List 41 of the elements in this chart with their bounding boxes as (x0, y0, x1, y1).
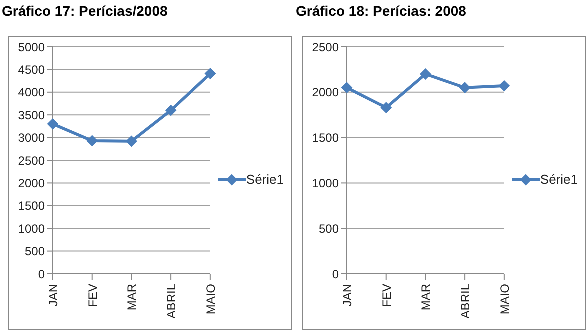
point (126, 136, 138, 147)
point (204, 68, 216, 80)
legend-label: Série1 (246, 172, 284, 187)
point (86, 135, 98, 146)
y-tick-label: 2000 (312, 86, 340, 100)
y-tick-label: 500 (318, 222, 340, 236)
x-tick-label: FEV (380, 284, 394, 308)
point (342, 82, 352, 94)
y-tick-label: 2500 (312, 40, 340, 54)
x-tick-label: ABRIL (164, 284, 179, 319)
point (166, 105, 177, 116)
x-tick-label: MAIO (498, 284, 512, 315)
x-tick-label: JAN (340, 284, 355, 307)
point (380, 102, 392, 114)
point (460, 82, 471, 94)
y-tick-label: 0 (38, 267, 46, 282)
y-tick-label: 3000 (18, 131, 46, 146)
x-tick-label: JAN (46, 284, 61, 307)
y-tick-label: 1000 (312, 176, 340, 190)
point (420, 68, 432, 80)
point (498, 80, 510, 92)
x-tick-label: MAR (419, 284, 434, 311)
chart-title: Gráfico 18: Perícias: 2008 (296, 3, 466, 19)
y-tick-label: 2000 (18, 176, 46, 190)
point (48, 118, 58, 130)
y-tick-label: 4000 (18, 86, 46, 100)
x-tick-label: FEV (86, 284, 100, 308)
y-tick-label: 4500 (18, 62, 46, 77)
legend-label: Série1 (540, 172, 578, 187)
x-tick-label: MAR (125, 284, 140, 311)
y-tick-label: 500 (24, 244, 46, 259)
chart-title: Gráfico 17: Perícias/2008 (2, 3, 168, 19)
y-tick-label: 5000 (18, 40, 46, 54)
y-tick-label: 2500 (18, 154, 46, 168)
x-tick-label: ABRIL (458, 284, 473, 319)
y-tick-label: 1000 (18, 222, 46, 236)
y-tick-label: 0 (332, 267, 340, 282)
y-tick-label: 1500 (18, 199, 46, 214)
y-tick-label: 1500 (312, 131, 340, 146)
x-tick-label: MAIO (204, 284, 218, 315)
y-tick-label: 3500 (18, 108, 46, 122)
